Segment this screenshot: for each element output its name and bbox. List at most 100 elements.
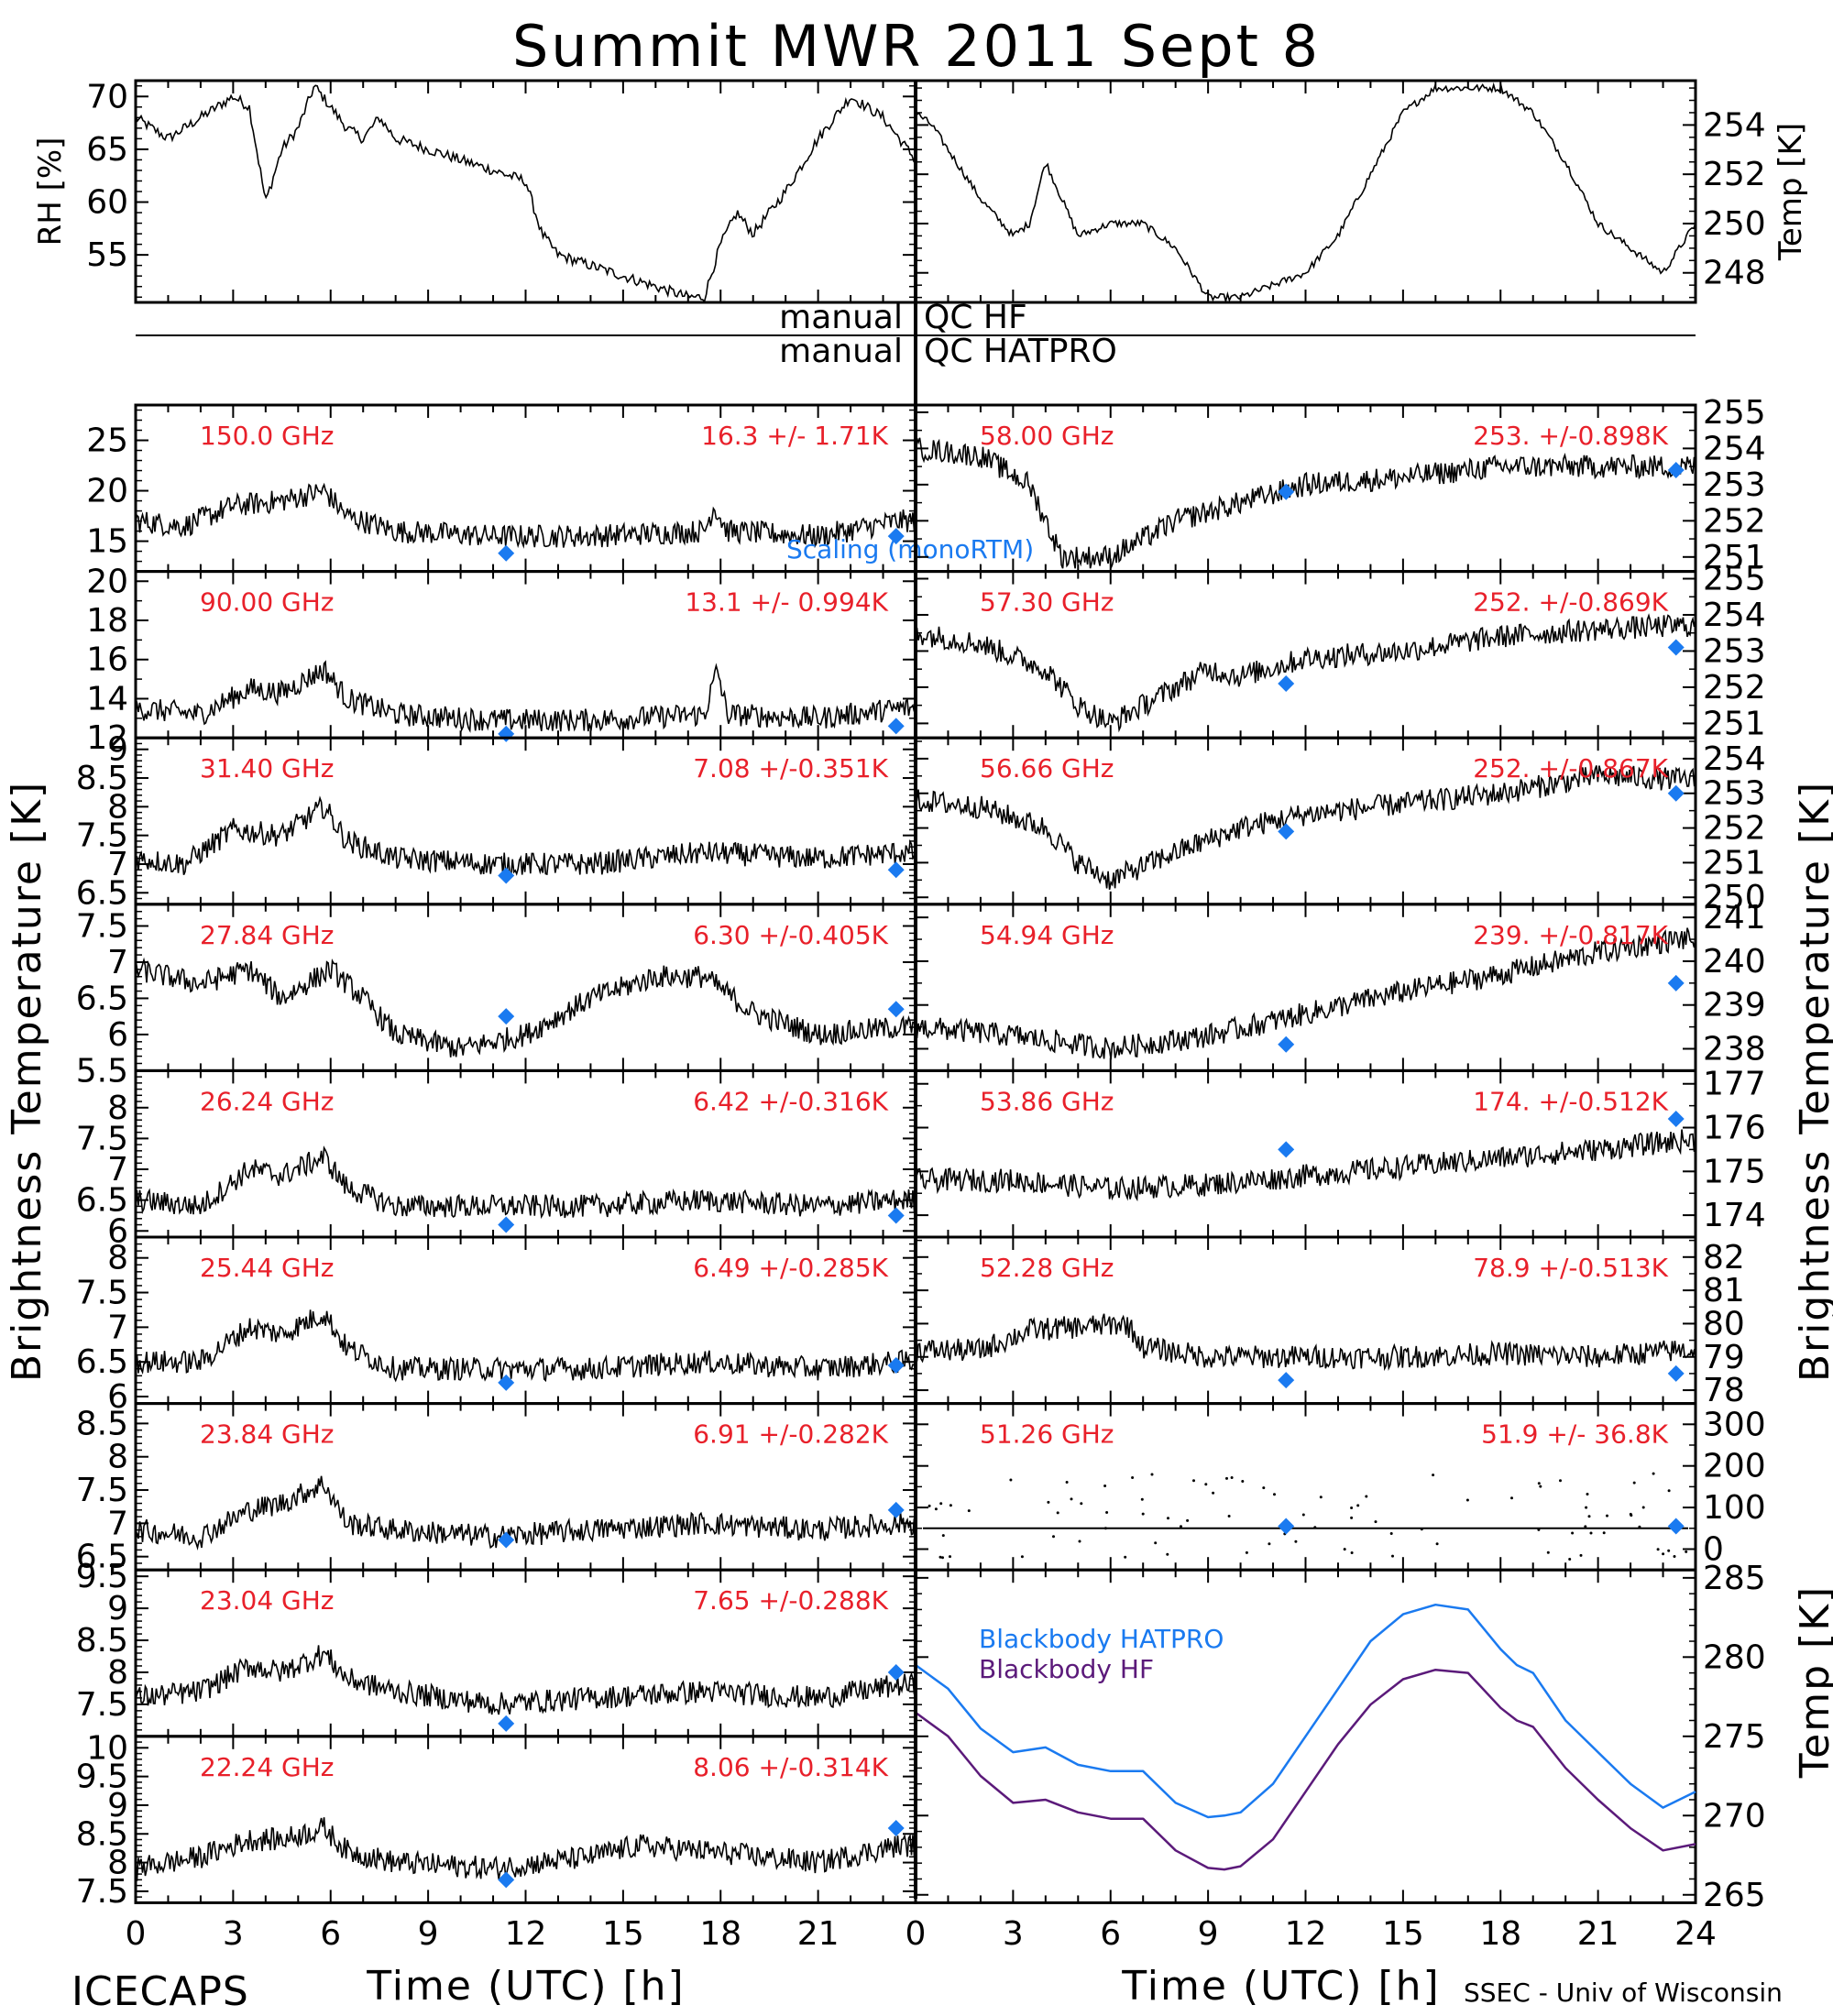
y-tick-label: 8 [107, 1845, 128, 1882]
data-point [1268, 1542, 1271, 1546]
y-tick-label: 9 [107, 1787, 128, 1824]
qc-label-right-2: QC HATPRO [924, 333, 1117, 370]
x-tick-label: 18 [699, 1915, 741, 1953]
data-point [1673, 1555, 1676, 1558]
y-tick-label: 250 [1703, 879, 1766, 916]
data-point [949, 1504, 952, 1507]
model-marker [887, 1207, 905, 1224]
model-marker [1667, 1110, 1685, 1127]
frequency-label: 58.00 GHz [980, 421, 1114, 451]
data-point [927, 1504, 931, 1507]
x-tick-label: 0 [126, 1915, 147, 1953]
y-tick-label: 253 [1703, 632, 1766, 670]
y-tick-label: 70 [86, 78, 128, 115]
y-tick-label: 7.5 [76, 1120, 128, 1157]
y-tick-label: 8.5 [76, 1815, 128, 1853]
data-point [1568, 1558, 1572, 1561]
model-marker [887, 718, 905, 735]
data-point [1150, 1473, 1154, 1476]
blackbody-series [915, 1668, 1696, 1871]
data-point [1350, 1507, 1354, 1509]
data-point [934, 1507, 938, 1511]
x-tick-label: 3 [223, 1915, 244, 1953]
y-tick-label: 265 [1703, 1877, 1766, 1914]
y-tick-label: 6.5 [76, 874, 128, 912]
y-tick-label: 275 [1703, 1718, 1766, 1756]
frequency-label: 51.26 GHz [980, 1419, 1114, 1450]
y-tick-label: 82 [1703, 1239, 1745, 1276]
stats-label: 51.9 +/- 36.8K [1481, 1419, 1668, 1450]
x-tick-labels: 0 3 6 9 12 15 18 21 0 3 6 9 12 15 18 21 24 [126, 1915, 1717, 1953]
y-tick-label: 254 [1703, 597, 1766, 634]
model-marker [887, 1356, 905, 1374]
qc-label-right-1: QC HF [924, 299, 1027, 336]
footer-right: SSEC - Univ of Wisconsin [1464, 1978, 1783, 2008]
x-tick-label: 15 [1382, 1915, 1424, 1953]
channel-panel: 6.577.588.59 31.40 GHz 7.08 +/-0.351K [76, 731, 917, 912]
x-tick-label: 3 [1003, 1915, 1024, 1953]
model-marker [1667, 1517, 1685, 1535]
stats-label: 253. +/-0.898K [1473, 421, 1668, 451]
blackbody-series [915, 1603, 1696, 1819]
temp-series [915, 82, 1696, 304]
y-tick-label: 241 [1703, 899, 1766, 937]
data-point [1630, 1514, 1633, 1517]
y-tick-label: 18 [86, 602, 128, 640]
data-point [1537, 1528, 1541, 1531]
data-point [1638, 1525, 1641, 1528]
y-tick-label: 6 [107, 1212, 128, 1250]
data-point [1313, 1526, 1317, 1529]
y-tick-label: 200 [1703, 1448, 1766, 1485]
stats-label: 16.3 +/- 1.71K [701, 421, 888, 451]
model-marker [887, 861, 905, 879]
model-marker [498, 1715, 515, 1732]
frequency-label: 150.0 GHz [200, 421, 335, 451]
stats-label: 252. +/-0.869K [1473, 587, 1668, 618]
data-point [1273, 1493, 1276, 1496]
model-marker [1667, 974, 1685, 992]
frequency-label: 25.44 GHz [200, 1253, 335, 1283]
channel-panel: 66.577.58 26.24 GHz 6.42 +/-0.316K [76, 1068, 917, 1250]
temp-axis-label: Temp [K] [1773, 123, 1809, 261]
data-point [1080, 1502, 1083, 1506]
data-point [1571, 1531, 1575, 1535]
data-point [1584, 1525, 1587, 1528]
stats-label: 6.91 +/-0.282K [693, 1419, 888, 1450]
y-tick-label: 252 [1703, 810, 1766, 848]
scaling-note: Scaling (monoRTM) [786, 534, 1034, 564]
y-tick-label: 79 [1703, 1339, 1745, 1376]
y-tick-label: 12 [86, 719, 128, 757]
y-tick-label: 252 [1703, 502, 1766, 540]
y-tick-label: 81 [1703, 1272, 1745, 1309]
data-point [1319, 1496, 1323, 1499]
data-point [1186, 1518, 1190, 1522]
y-axis-label-right: Brightness Temperature [K] [1792, 781, 1833, 1382]
data-point [1546, 1550, 1550, 1554]
y-tick-label: 8.5 [76, 1622, 128, 1660]
data-point [1537, 1482, 1541, 1485]
data-point [1131, 1476, 1135, 1479]
y-tick-label: 177 [1703, 1066, 1766, 1103]
y-tick-label: 270 [1703, 1797, 1766, 1835]
y-tick-label: 7 [107, 1151, 128, 1189]
data-point [1078, 1539, 1081, 1543]
qc-label-left-1: manual [779, 299, 903, 336]
y-tick-label: 80 [1703, 1305, 1745, 1342]
stats-label: 7.65 +/-0.288K [693, 1585, 888, 1616]
channel-panel: 174 175 176 177 53.86 GHz 174. +/-0.512K [914, 1066, 1766, 1239]
y-tick-label: 254 [1703, 106, 1766, 144]
y-tick-label: 6.5 [76, 1182, 128, 1220]
model-marker [887, 1501, 905, 1518]
data-point [1667, 1489, 1671, 1493]
frequency-label: 57.30 GHz [980, 587, 1114, 618]
model-marker [498, 1374, 515, 1391]
data-point [1356, 1504, 1360, 1507]
stats-label: 252. +/-0.867K [1473, 753, 1668, 783]
y-tick-label: 252 [1703, 156, 1766, 193]
model-marker [498, 1531, 515, 1549]
figure-title: Summit MWR 2011 Sept 8 [512, 13, 1321, 80]
model-marker [498, 1008, 515, 1025]
data-point [1065, 1481, 1069, 1484]
y-tick-label: 6 [107, 1378, 128, 1416]
